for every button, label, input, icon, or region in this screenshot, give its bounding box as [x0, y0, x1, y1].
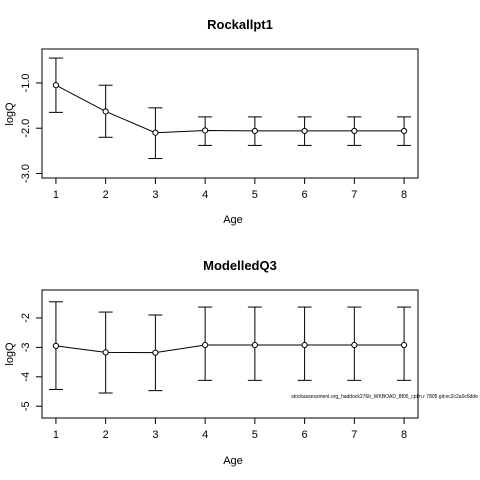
panel-2-y-tick-label: -2	[20, 313, 32, 323]
panel-1-x-axis-label: Age	[223, 214, 243, 226]
panel-2-data-point	[251, 341, 258, 349]
panel-1-y-tick-label: -1.0	[20, 73, 32, 92]
panel-1-x-tick-label: 7	[351, 189, 357, 201]
panel-2-x-tick-label: 3	[152, 429, 158, 441]
panel-2-marks	[48, 301, 412, 394]
panel-1-data-point	[400, 127, 408, 135]
panel-2-y-tick-label: -3	[20, 342, 32, 352]
panel-1-x-tick-label: 1	[53, 189, 59, 201]
panel-2-data-point	[400, 341, 408, 349]
panel-2-data-point	[351, 341, 358, 349]
panel-2-data-point	[52, 342, 60, 350]
panel-1-series-line	[55, 84, 405, 134]
panel-1-x-tick-label: 2	[103, 189, 109, 201]
panel-1: Rockallpt1 1 2 3 4 5 6 7 8 -1.0 -2.0 -3.0 Age logQ	[4, 17, 419, 226]
panel-2-series-line	[55, 344, 405, 354]
panel-2-data-point	[102, 349, 109, 356]
panel-2-x-tick-label: 2	[103, 429, 109, 441]
panel-1-title: Rockallpt1	[207, 17, 273, 32]
panel-1-y-axis-label: logQ	[4, 102, 16, 126]
panel-1-y-tick-label: -2.0	[20, 119, 32, 138]
panel-2: ModelledQ3 1 2 3 4 5 6 7 8 -2 -3 -4 -5 Age logQ sto…	[4, 258, 478, 467]
panel-1-y-tick-label: -3.0	[20, 164, 32, 183]
panel-2-y-tick-label: -4	[20, 372, 32, 382]
panel-2-axes: 1 2 3 4 5 6 7 8 -2 -3 -4 -5	[20, 313, 407, 441]
panel-1-axes: 1 2 3 4 5 6 7 8 -1.0 -2.0 -3.0	[20, 73, 407, 201]
panel-1-data-point	[102, 108, 109, 115]
panel-2-plot-frame	[41, 289, 419, 419]
panel-1-x-tick-label: 5	[252, 189, 258, 201]
panel-2-data-point	[301, 341, 308, 349]
panel-1-x-tick-label: 3	[152, 189, 158, 201]
panel-1-plot-frame	[41, 48, 419, 179]
panel-2-data-point	[152, 349, 159, 356]
panel-2-x-tick-label: 8	[401, 429, 407, 441]
panel-1-x-tick-label: 6	[302, 189, 308, 201]
panel-1-x-tick-label: 4	[202, 189, 208, 201]
panel-1-marks	[48, 57, 412, 160]
panel-2-x-tick-label: 7	[351, 429, 357, 441]
panel-1-data-point	[52, 82, 60, 89]
panel-2-x-tick-label: 4	[202, 429, 208, 441]
panel-1-data-point	[152, 129, 159, 136]
panel-2-x-tick-label: 1	[53, 429, 59, 441]
panel-2-title: ModelledQ3	[203, 258, 277, 273]
panel-2-x-tick-label: 6	[302, 429, 308, 441]
panel-2-y-axis-label: logQ	[4, 342, 16, 366]
panel-1-data-point	[202, 127, 209, 134]
footnote-annotation: stockassessment.org_haddock276b_WKBOAD_8…	[291, 394, 478, 400]
panel-2-y-tick-label: -5	[20, 401, 32, 411]
panel-1-x-tick-label: 8	[401, 189, 407, 201]
panel-1-data-point	[301, 127, 308, 135]
panel-2-data-point	[202, 341, 209, 349]
panel-2-x-tick-label: 5	[252, 429, 258, 441]
panel-1-data-point	[351, 127, 358, 135]
panel-2-x-axis-label: Age	[223, 455, 243, 467]
panel-1-data-point	[251, 127, 258, 135]
